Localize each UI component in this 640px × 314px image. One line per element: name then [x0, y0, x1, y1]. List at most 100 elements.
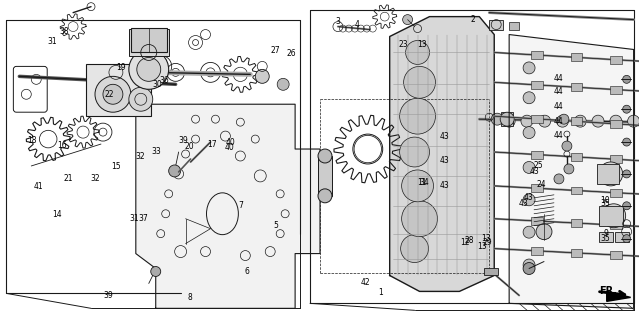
Bar: [489, 19, 503, 30]
Text: 13: 13: [481, 234, 490, 243]
Circle shape: [628, 115, 639, 127]
Polygon shape: [136, 104, 320, 308]
Circle shape: [103, 84, 123, 104]
Bar: [614, 232, 628, 242]
Text: 2: 2: [470, 15, 476, 24]
Circle shape: [623, 138, 630, 146]
Text: 5: 5: [273, 221, 278, 230]
Text: 31: 31: [129, 214, 139, 223]
Text: 32: 32: [136, 152, 145, 161]
Text: 42: 42: [361, 278, 371, 287]
Text: 44: 44: [554, 102, 564, 111]
Bar: [131, 28, 166, 52]
Circle shape: [137, 57, 161, 81]
Text: 22: 22: [105, 90, 115, 99]
Text: 17: 17: [207, 140, 216, 149]
Text: 9: 9: [603, 229, 608, 238]
Text: 20: 20: [184, 142, 194, 150]
Text: 3: 3: [335, 17, 340, 25]
Circle shape: [95, 76, 131, 112]
Text: 43: 43: [440, 156, 449, 165]
FancyBboxPatch shape: [13, 66, 47, 112]
Bar: [570, 249, 582, 257]
Text: 32: 32: [91, 174, 100, 183]
Text: 12: 12: [461, 238, 470, 247]
Circle shape: [521, 115, 533, 127]
Bar: [509, 22, 519, 30]
Circle shape: [559, 114, 569, 124]
Circle shape: [623, 105, 630, 113]
Bar: [531, 81, 543, 89]
Text: 43: 43: [440, 181, 449, 190]
Circle shape: [557, 115, 568, 127]
Text: 27: 27: [271, 46, 280, 55]
Text: 40: 40: [225, 143, 234, 152]
Text: 18: 18: [28, 136, 36, 145]
Circle shape: [277, 78, 289, 90]
Circle shape: [406, 41, 429, 64]
Text: 13: 13: [477, 241, 487, 251]
Text: 26: 26: [287, 49, 296, 58]
Text: 43: 43: [524, 192, 534, 202]
Text: 37: 37: [138, 214, 148, 223]
Bar: [611, 221, 622, 229]
Bar: [531, 247, 543, 255]
Circle shape: [523, 226, 535, 238]
Polygon shape: [390, 17, 494, 291]
Circle shape: [402, 201, 438, 237]
Bar: [570, 153, 582, 161]
Bar: [570, 83, 582, 91]
Circle shape: [523, 194, 535, 206]
Circle shape: [562, 141, 572, 151]
Text: 43: 43: [529, 166, 539, 176]
Circle shape: [255, 69, 269, 83]
Text: 43: 43: [519, 199, 529, 208]
Circle shape: [623, 202, 630, 210]
Bar: [86, 64, 151, 116]
Text: 7: 7: [238, 201, 243, 210]
Circle shape: [574, 115, 586, 127]
Circle shape: [623, 235, 630, 243]
Text: 44: 44: [554, 131, 564, 140]
Circle shape: [523, 263, 535, 274]
Bar: [611, 189, 622, 197]
Text: 24: 24: [537, 180, 547, 189]
Circle shape: [403, 15, 413, 24]
Circle shape: [399, 98, 435, 134]
Text: 41: 41: [33, 182, 43, 191]
Text: 44: 44: [554, 74, 564, 83]
Circle shape: [523, 259, 535, 271]
Bar: [611, 155, 622, 163]
Circle shape: [503, 115, 515, 127]
Bar: [611, 251, 622, 259]
Circle shape: [564, 164, 574, 174]
Text: 39: 39: [104, 291, 113, 300]
Text: 30: 30: [153, 80, 163, 89]
Bar: [596, 164, 619, 184]
Text: 13: 13: [417, 40, 427, 49]
Text: 25: 25: [533, 161, 543, 170]
Circle shape: [399, 137, 429, 167]
Bar: [531, 115, 543, 123]
Bar: [318, 156, 332, 196]
Circle shape: [523, 127, 535, 138]
Circle shape: [402, 170, 433, 202]
Text: 31: 31: [47, 37, 57, 46]
Circle shape: [500, 112, 514, 126]
Bar: [611, 56, 622, 64]
Bar: [570, 219, 582, 227]
Bar: [531, 217, 543, 225]
Bar: [599, 232, 612, 242]
Bar: [129, 29, 169, 57]
Circle shape: [151, 267, 161, 276]
Circle shape: [401, 235, 429, 263]
Bar: [570, 117, 582, 125]
Bar: [484, 268, 498, 275]
Text: 35: 35: [600, 235, 611, 243]
Text: 23: 23: [398, 40, 408, 49]
Circle shape: [623, 170, 630, 178]
Text: 34: 34: [419, 178, 429, 187]
Circle shape: [129, 87, 153, 111]
Circle shape: [539, 115, 550, 127]
Bar: [531, 151, 543, 159]
